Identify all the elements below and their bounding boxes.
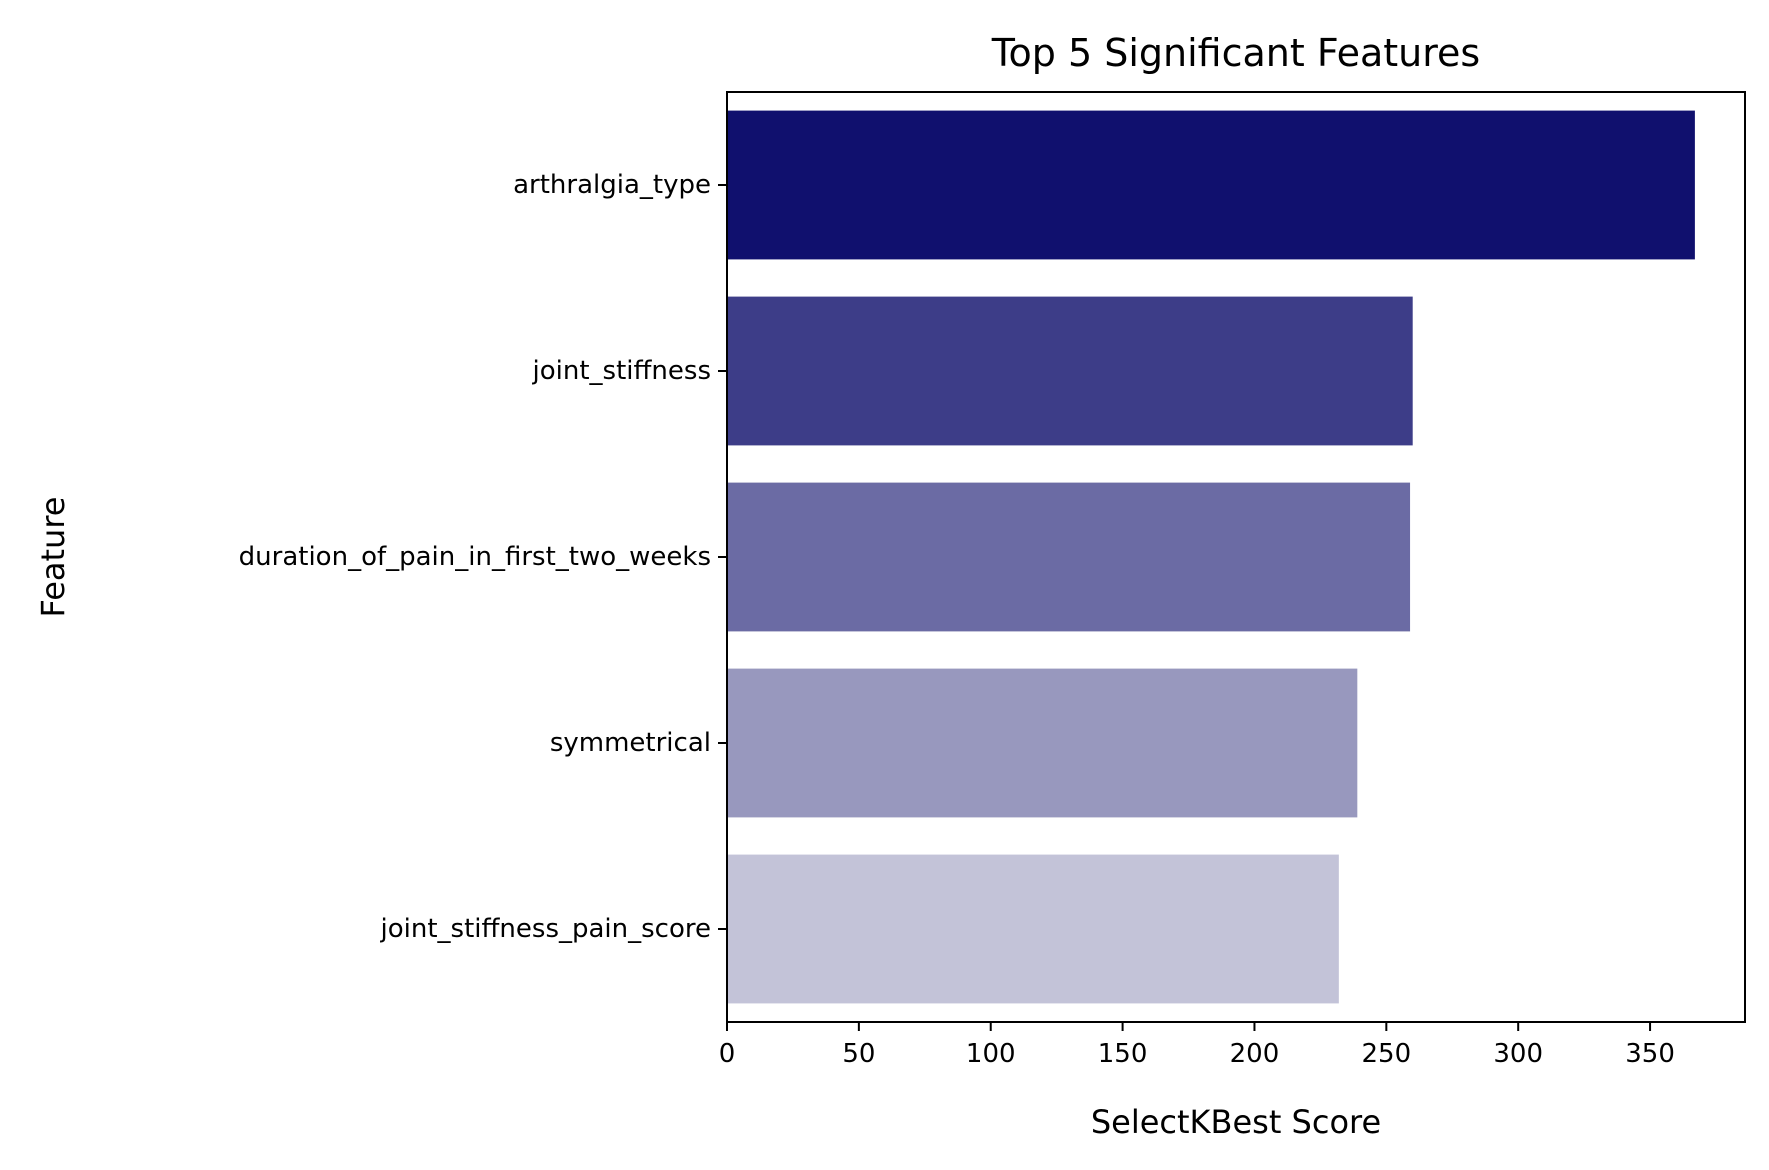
bar-joint_stiffness bbox=[727, 296, 1413, 446]
chart-title: Top 5 Significant Features bbox=[991, 31, 1480, 75]
y-tick-label: joint_stiffness bbox=[532, 356, 711, 386]
bar-joint_stiffness_pain_score bbox=[727, 854, 1339, 1004]
bar-arthralgia_type bbox=[727, 110, 1695, 260]
y-tick-label: arthralgia_type bbox=[513, 170, 711, 200]
x-axis-label: SelectKBest Score bbox=[1091, 1103, 1381, 1141]
x-tick-label: 0 bbox=[719, 1039, 736, 1069]
x-tick-label: 200 bbox=[1230, 1039, 1280, 1069]
x-tick-label: 50 bbox=[842, 1039, 875, 1069]
x-tick-label: 250 bbox=[1362, 1039, 1412, 1069]
y-tick-label: duration_of_pain_in_first_two_weeks bbox=[239, 542, 711, 572]
x-tick-label: 150 bbox=[1098, 1039, 1148, 1069]
x-tick-label: 300 bbox=[1493, 1039, 1543, 1069]
bars-group bbox=[727, 110, 1695, 1004]
bar-duration_of_pain_in_first_two_weeks bbox=[727, 482, 1411, 632]
bar-symmetrical bbox=[727, 668, 1358, 818]
y-axis-label: Feature bbox=[34, 497, 72, 618]
x-tick-label: 100 bbox=[966, 1039, 1016, 1069]
y-tick-label: joint_stiffness_pain_score bbox=[380, 914, 711, 944]
x-tick-label: 350 bbox=[1625, 1039, 1675, 1069]
y-axis-ticks: arthralgia_type joint_stiffness duration_o… bbox=[239, 170, 727, 944]
y-tick-label: symmetrical bbox=[550, 728, 711, 758]
plot-area-frame bbox=[726, 91, 1746, 1023]
x-axis-ticks: 0 50 100 150 200 250 300 350 bbox=[719, 1022, 1675, 1069]
